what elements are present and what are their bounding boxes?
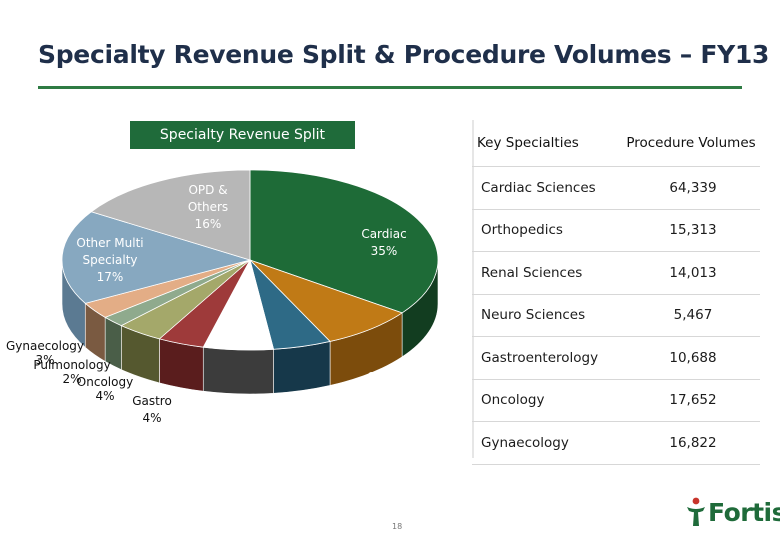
specialty-cell: Oncology <box>481 392 545 409</box>
volume-cell: 64,339 <box>669 179 717 196</box>
table-row: Orthopedics 15,313 <box>472 210 760 252</box>
table-row: Renal Sciences 14,013 <box>472 252 760 295</box>
label-opd-others: OPD & Others 16% <box>188 183 228 231</box>
pie-slice-cardiac <box>249 169 439 314</box>
table-row: Neuro Sciences 5,467 <box>472 295 760 337</box>
table-row: Oncology 17,652 <box>472 380 760 422</box>
label-pulmonology: Pulmonology 2% <box>33 358 110 386</box>
volume-cell: 5,467 <box>673 307 713 324</box>
table-header: Key Specialties Procedure Volumes <box>472 120 760 167</box>
header-procedure-volumes: Procedure Volumes <box>626 135 756 151</box>
table-row: Gastroenterology 10,688 <box>472 337 760 380</box>
volume-cell: 15,313 <box>669 222 717 239</box>
specialty-cell: Gynaecology <box>481 434 569 451</box>
table-row: Cardiac Sciences 64,339 <box>472 167 760 210</box>
pie-slice-ortho <box>249 259 403 342</box>
specialty-cell: Cardiac Sciences <box>481 179 596 196</box>
volume-cell: 10,688 <box>669 349 717 366</box>
page-number: 18 <box>392 522 403 531</box>
specialty-cell: Neuro Sciences <box>481 307 586 324</box>
label-renal: Renal <box>293 397 326 411</box>
pie-side-neuro <box>202 346 274 395</box>
page-title: Specialty Revenue Split & Procedure Volu… <box>38 40 770 69</box>
title-divider <box>38 86 742 89</box>
label-other-multi-specialty: Other Multi Specialty 17% <box>76 236 143 284</box>
chart-banner: Specialty Revenue Split <box>130 121 355 149</box>
pie-slice-other-multi-specialty <box>61 211 252 304</box>
label-gastro: Gastro 4% <box>132 394 172 425</box>
label-oncology: Oncology 4% <box>77 375 133 403</box>
specialty-cell: Gastroenterology <box>481 349 599 366</box>
fortis-figure-icon <box>687 497 705 526</box>
label-ortho: Ortho <box>367 370 401 384</box>
logo-wordmark: Fortis <box>708 497 780 527</box>
pie-depth-sides <box>61 259 439 395</box>
specialty-cell: Orthopedics <box>481 222 563 239</box>
pie-side-gastro <box>159 338 204 392</box>
pie-labels: Cardiac 35% OPD & Others 16% Other Multi Speci… <box>6 183 407 425</box>
volume-cell: 16,822 <box>669 434 717 451</box>
header-key-specialties: Key Specialties <box>477 135 579 151</box>
table-left-edge <box>472 120 474 458</box>
fortis-logo: Fortis <box>684 497 780 527</box>
label-gynaecology: Gynaecology 3% <box>6 339 84 367</box>
label-cardiac: Cardiac 35% <box>361 227 406 258</box>
pie-slice-opd-others <box>90 169 251 261</box>
pie-side-renal <box>273 341 331 394</box>
volume-cell: 17,652 <box>669 392 717 409</box>
volume-cell: 14,013 <box>669 264 717 281</box>
procedure-volume-table: Key Specialties Procedure Volumes Cardia… <box>472 120 760 465</box>
table-row: Gynaecology 16,822 <box>472 422 760 465</box>
pie-chart: Cardiac 35% OPD & Others 16% Other Multi Speci… <box>6 169 439 425</box>
pie-slices <box>61 169 439 351</box>
label-neuro: Neuro 6% <box>223 322 259 353</box>
specialty-cell: Renal Sciences <box>481 264 583 281</box>
